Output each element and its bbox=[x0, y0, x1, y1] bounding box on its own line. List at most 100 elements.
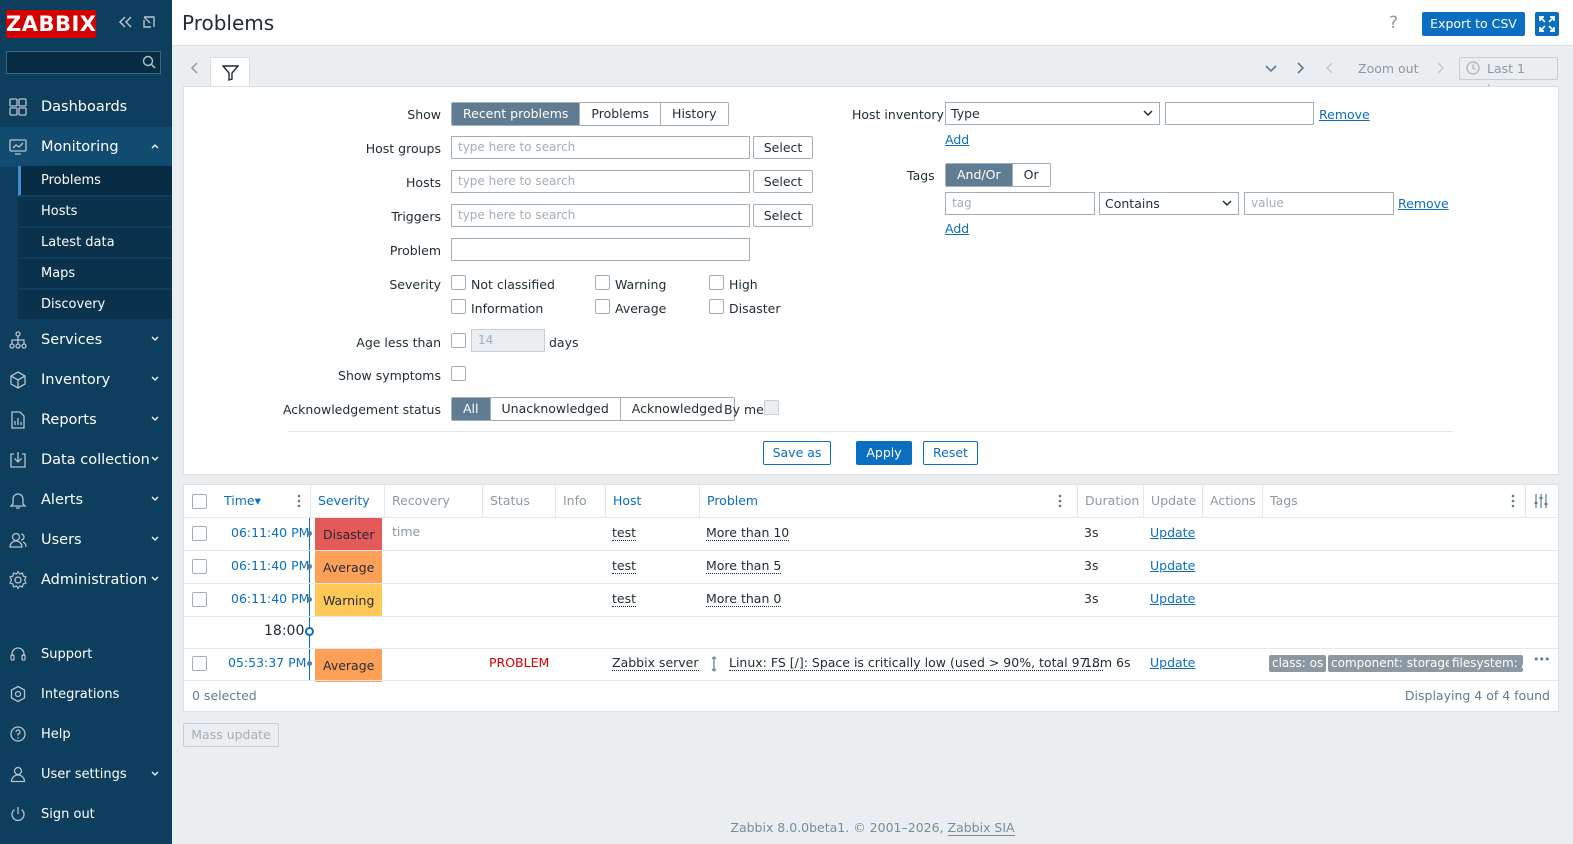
mass-update-button[interactable]: Mass update bbox=[183, 723, 279, 747]
column-menu-icon[interactable] bbox=[1511, 494, 1515, 508]
age-checkbox[interactable] bbox=[451, 333, 466, 348]
triggers-input[interactable]: type here to search bbox=[451, 204, 750, 227]
hide-sidebar-icon[interactable] bbox=[141, 14, 157, 30]
submenu-problems[interactable]: Problems bbox=[18, 166, 172, 196]
column-menu-icon[interactable] bbox=[1058, 494, 1062, 508]
tag-remove-link[interactable]: Remove bbox=[1398, 196, 1449, 211]
severity-high-checkbox[interactable] bbox=[709, 275, 724, 290]
severity-average-checkbox[interactable] bbox=[595, 299, 610, 314]
submenu-latest-data[interactable]: Latest data bbox=[18, 228, 172, 258]
menu-inventory[interactable]: Inventory bbox=[0, 360, 172, 400]
row-time-link[interactable]: 06:11:40 PM bbox=[231, 525, 310, 540]
submenu-discovery[interactable]: Discovery bbox=[18, 290, 172, 320]
menu-data-collection[interactable]: Data collection bbox=[0, 440, 172, 480]
kiosk-mode-button[interactable] bbox=[1535, 12, 1559, 36]
footer-company-link[interactable]: Zabbix SIA bbox=[947, 820, 1015, 836]
row-checkbox[interactable] bbox=[192, 526, 207, 541]
age-days-input[interactable]: 14 bbox=[471, 329, 545, 352]
zoom-out-button[interactable]: Zoom out bbox=[1358, 61, 1419, 76]
row-problem-link[interactable]: More than 0 bbox=[706, 591, 782, 607]
show-history[interactable]: History bbox=[661, 103, 728, 125]
search-icon[interactable] bbox=[142, 55, 156, 69]
row-host-link[interactable]: test bbox=[612, 558, 637, 574]
row-checkbox[interactable] bbox=[192, 592, 207, 607]
time-period-button[interactable]: Last 1 hour bbox=[1459, 57, 1558, 97]
footer-integrations[interactable]: Integrations bbox=[0, 679, 172, 709]
submenu-maps[interactable]: Maps bbox=[18, 259, 172, 289]
row-host-link[interactable]: test bbox=[612, 525, 637, 541]
menu-users[interactable]: Users bbox=[0, 520, 172, 560]
footer-help[interactable]: Help bbox=[0, 719, 172, 749]
show-recent-problems[interactable]: Recent problems bbox=[452, 103, 581, 125]
tag-badge[interactable]: component: storage bbox=[1328, 655, 1456, 672]
show-symptoms-checkbox[interactable] bbox=[451, 366, 466, 381]
menu-administration[interactable]: Administration bbox=[0, 560, 172, 600]
row-time-link[interactable]: 06:11:40 PM bbox=[231, 591, 310, 606]
footer-user-settings[interactable]: User settings bbox=[0, 759, 172, 789]
row-host-link[interactable]: Zabbix server bbox=[612, 655, 699, 671]
hosts-select-button[interactable]: Select bbox=[753, 170, 813, 193]
menu-monitoring[interactable]: Monitoring bbox=[0, 127, 172, 167]
severity-disaster-checkbox[interactable] bbox=[709, 299, 724, 314]
row-time-link[interactable]: 05:53:37 PM bbox=[228, 655, 307, 670]
tag-name-input[interactable]: tag bbox=[945, 192, 1095, 215]
severity-not-classified-checkbox[interactable] bbox=[451, 275, 466, 290]
column-host[interactable]: Host bbox=[605, 485, 699, 517]
problem-input[interactable] bbox=[451, 238, 750, 261]
by-me-checkbox[interactable] bbox=[764, 400, 779, 415]
row-problem-link[interactable]: Linux: FS [/]: Space is critically low (… bbox=[729, 655, 1104, 671]
inventory-add-link[interactable]: Add bbox=[945, 132, 970, 147]
time-forward-icon[interactable] bbox=[1434, 62, 1446, 74]
select-all-checkbox[interactable] bbox=[192, 494, 207, 509]
ack-unacknowledged[interactable]: Unacknowledged bbox=[490, 398, 621, 420]
column-severity[interactable]: Severity bbox=[310, 485, 384, 517]
row-update-link[interactable]: Update bbox=[1150, 591, 1196, 606]
row-checkbox[interactable] bbox=[192, 656, 207, 671]
menu-alerts[interactable]: Alerts bbox=[0, 480, 172, 520]
row-problem-link[interactable]: More than 5 bbox=[706, 558, 782, 574]
menu-reports[interactable]: Reports bbox=[0, 400, 172, 440]
filter-tab[interactable] bbox=[210, 57, 250, 88]
export-csv-button[interactable]: Export to CSV bbox=[1422, 12, 1525, 36]
row-checkbox[interactable] bbox=[192, 559, 207, 574]
apply-button[interactable]: Apply bbox=[856, 441, 912, 465]
submenu-hosts[interactable]: Hosts bbox=[18, 197, 172, 227]
chevron-left-icon[interactable] bbox=[190, 62, 200, 74]
row-host-link[interactable]: test bbox=[612, 591, 637, 607]
severity-information-checkbox[interactable] bbox=[451, 299, 466, 314]
row-time-link[interactable]: 06:11:40 PM bbox=[231, 558, 310, 573]
triggers-select-button[interactable]: Select bbox=[753, 204, 813, 227]
collapse-sidebar-icon[interactable] bbox=[117, 14, 133, 30]
severity-warning-checkbox[interactable] bbox=[595, 275, 610, 290]
chevron-right-icon[interactable] bbox=[1294, 62, 1306, 74]
tag-badge[interactable]: filesystem: / bbox=[1449, 655, 1523, 672]
tag-operator-select[interactable]: Contains bbox=[1099, 192, 1239, 215]
inventory-remove-link[interactable]: Remove bbox=[1319, 107, 1370, 122]
tags-and-or[interactable]: And/Or bbox=[946, 164, 1013, 186]
tags-or[interactable]: Or bbox=[1012, 164, 1050, 186]
ack-acknowledged[interactable]: Acknowledged bbox=[620, 398, 734, 420]
chevron-down-icon[interactable] bbox=[1265, 62, 1277, 74]
save-as-button[interactable]: Save as bbox=[763, 441, 831, 465]
host-groups-select-button[interactable]: Select bbox=[753, 136, 813, 159]
menu-services[interactable]: Services bbox=[0, 320, 172, 360]
row-update-link[interactable]: Update bbox=[1150, 558, 1196, 573]
inventory-field-select[interactable]: Type bbox=[945, 102, 1160, 125]
column-time[interactable]: Time▾ bbox=[217, 485, 310, 517]
footer-sign-out[interactable]: Sign out bbox=[0, 799, 172, 829]
column-settings[interactable] bbox=[1525, 485, 1558, 517]
tag-add-link[interactable]: Add bbox=[945, 221, 970, 236]
row-problem-link[interactable]: More than 10 bbox=[706, 525, 790, 541]
time-back-icon[interactable] bbox=[1324, 62, 1336, 74]
ack-all[interactable]: All bbox=[452, 398, 491, 420]
more-tags-icon[interactable]: ••• bbox=[1533, 653, 1550, 666]
footer-support[interactable]: Support bbox=[0, 639, 172, 669]
zabbix-logo[interactable]: ZABBIX bbox=[6, 10, 97, 38]
tag-value-input[interactable]: value bbox=[1244, 192, 1394, 215]
hosts-input[interactable]: type here to search bbox=[451, 170, 750, 193]
tag-badge[interactable]: class: os bbox=[1269, 655, 1327, 672]
row-update-link[interactable]: Update bbox=[1150, 655, 1196, 670]
column-problem[interactable]: Problem bbox=[699, 485, 1077, 517]
help-icon[interactable]: ? bbox=[1389, 13, 1399, 33]
row-update-link[interactable]: Update bbox=[1150, 525, 1196, 540]
